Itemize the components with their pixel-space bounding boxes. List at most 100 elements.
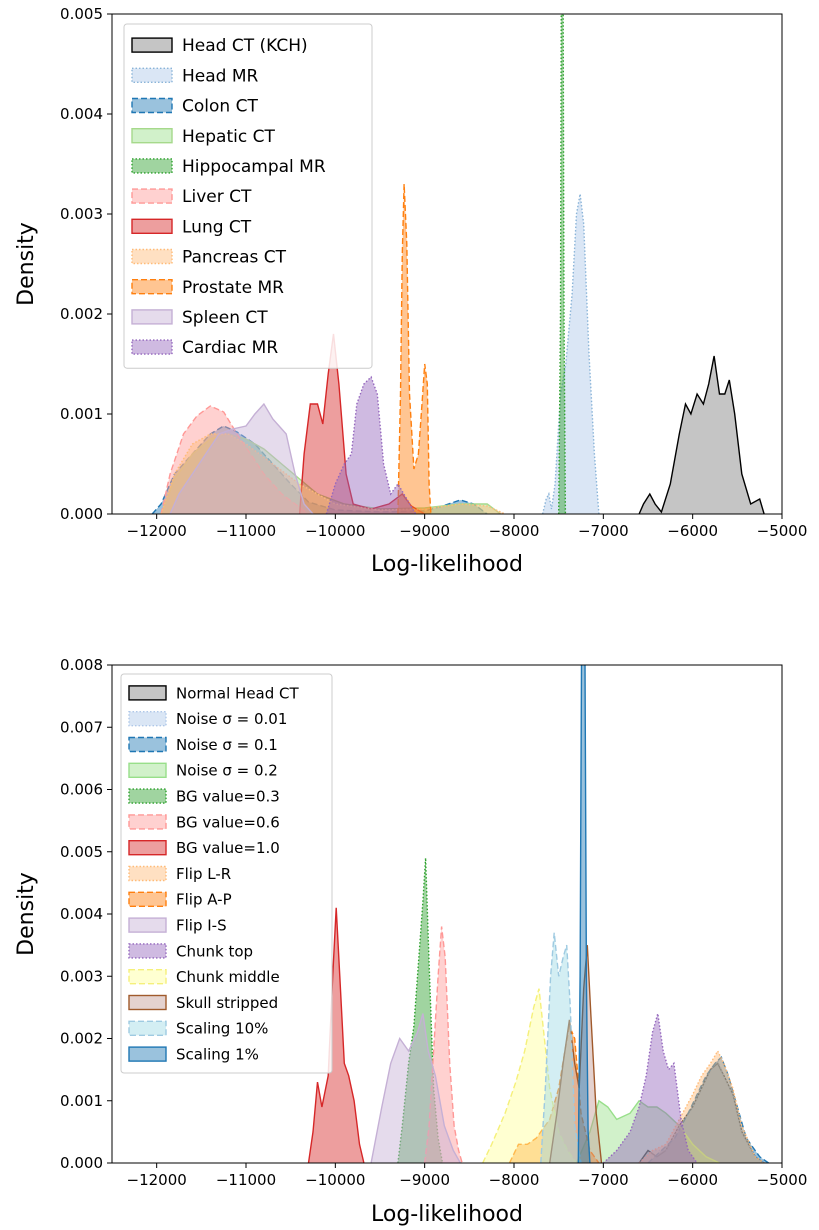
bottom-y-ticks: 0.000 0.001 0.002 0.003 0.004 0.005 0.006 0.007… [60,656,112,1172]
top-y-ticks: 0.000 0.001 0.002 0.003 0.004 0.005 [60,5,112,523]
top-legend-swatch [131,309,173,325]
top-series-line-9 [169,402,314,514]
bottom-legend-swatch [128,1020,167,1036]
bottom-legend-swatch [128,736,167,753]
bottom-series-line-3 [575,1099,720,1163]
bottom-x-tick-label: −6000 [667,1171,718,1189]
top-legend-label: Hippocampal MR [182,157,326,177]
top-legend-label: Spleen CT [182,308,268,328]
bottom-series-line-10 [602,1013,698,1163]
bottom-x-tick-label: −9000 [399,1171,450,1189]
bottom-legend-swatch [128,1046,167,1062]
bottom-series-line-9 [370,1013,462,1163]
bottom-y-tick-label: 0.002 [60,1030,103,1048]
top-legend-label: Liver CT [182,187,252,207]
top-legend-swatch [131,37,173,53]
bottom-legend-label: Flip L-R [176,865,231,883]
top-x-tick-label: −6000 [667,522,718,540]
bottom-series-line-2 [647,1055,770,1163]
top-x-tick-label: −11000 [216,522,276,540]
bottom-legend-label: Chunk top [176,942,253,960]
bottom-series-area-7 [639,1051,765,1163]
bottom-legend-label: Flip I-S [176,917,227,935]
top-y-tick-label: 0.000 [60,505,103,523]
top-series-area-9 [170,404,313,514]
bottom-y-tick-label: 0.006 [60,781,103,799]
bottom-legend-label: Scaling 10% [176,1020,268,1038]
top-x-tick-label: −10000 [305,522,365,540]
bottom-legend-swatch [128,762,167,778]
bottom-series-line-5 [424,926,463,1163]
top-series-line-1 [541,193,600,514]
top-legend-swatch [131,188,173,204]
top-series-line-3 [160,433,502,514]
top-series-line-5 [160,405,309,514]
bottom-y-tick-label: 0.008 [60,656,103,674]
top-legend-label: Pancreas CT [182,248,287,268]
bottom-legend-label: Noise σ = 0.1 [176,736,278,754]
bottom-legend-label: Skull stripped [176,994,278,1012]
top-series-line-10 [325,375,417,514]
bottom-series-area-0 [639,1063,765,1163]
top-series-area-6 [299,334,425,514]
bottom-legend-swatch [128,943,167,959]
bottom-legend-label: Noise σ = 0.2 [176,762,278,780]
bottom-y-tick-label: 0.003 [60,967,103,985]
top-x-tick-label: −12000 [127,522,187,540]
bottom-legend-swatch [128,969,167,985]
bottom-x-tick-label: −12000 [127,1171,187,1189]
bottom-x-axis-title: Log-likelihood [371,1202,523,1227]
top-legend-swatch [131,97,173,114]
top-series-line-0 [638,355,765,514]
bottom-legend-swatch [128,814,167,830]
top-legend-label: Prostate MR [182,278,284,298]
top-legend-swatch [131,218,173,235]
bottom-series-area-8 [509,1026,599,1163]
top-series-line-8 [397,183,432,514]
bottom-legend-label: Chunk middle [176,968,280,986]
top-legend-box [123,23,373,369]
top-series-line-7 [160,433,506,514]
bottom-legend-label: BG value=0.3 [176,788,280,806]
top-x-axis-title: Log-likelihood [371,552,523,577]
bottom-series-area-10 [603,1013,698,1163]
top-y-tick-label: 0.001 [60,405,103,423]
bottom-y-tick-label: 0.005 [60,843,103,861]
bottom-legend-swatch [128,917,167,933]
top-legend-label: Colon CT [182,97,258,117]
bottom-series-line-11 [482,988,578,1163]
bottom-legend-label: Scaling 1% [176,1046,259,1064]
bottom-legend-label: Normal Head CT [176,684,300,702]
top-plot-frame [111,13,783,515]
top-legend-label: Head CT (KCH) [182,36,308,56]
top-x-tick-label: −8000 [489,522,540,540]
top-series-line-6 [298,333,426,514]
bottom-x-tick-label: −7000 [578,1171,629,1189]
bottom-x-tick-label: −10000 [305,1171,365,1189]
bottom-legend-label: BG value=0.6 [176,813,280,831]
top-x-tick-label: −7000 [578,522,629,540]
top-legend-swatch [131,158,173,174]
bottom-series-area-12 [549,945,602,1163]
top-series-group [151,14,765,514]
top-series-area-4 [558,14,566,514]
bottom-series-line-13 [540,932,582,1163]
bottom-y-tick-label: 0.004 [60,905,103,923]
top-legend-swatch [131,279,173,295]
bottom-series-area-3 [576,1100,720,1163]
top-legend-swatch [131,339,173,355]
bottom-legend-swatch [128,840,167,856]
bottom-series-area-2 [648,1057,769,1163]
bottom-legend-label: Noise σ = 0.01 [176,710,287,728]
bottom-x-tick-label: −8000 [489,1171,540,1189]
top-legend-swatch [131,67,173,84]
top-x-ticks: −12000 −11000 −10000 −9000 −8000 −7000 −6000 −5… [127,514,807,540]
bottom-series-area-13 [540,932,581,1163]
bottom-legend-swatch [128,891,167,907]
top-y-tick-label: 0.002 [60,305,103,323]
bottom-legend-box [120,673,333,1074]
top-series-area-5 [161,406,309,514]
top-legend-label: Head MR [182,66,259,86]
top-y-axis-title: Density [14,222,39,306]
top-series-line-4 [558,14,567,514]
